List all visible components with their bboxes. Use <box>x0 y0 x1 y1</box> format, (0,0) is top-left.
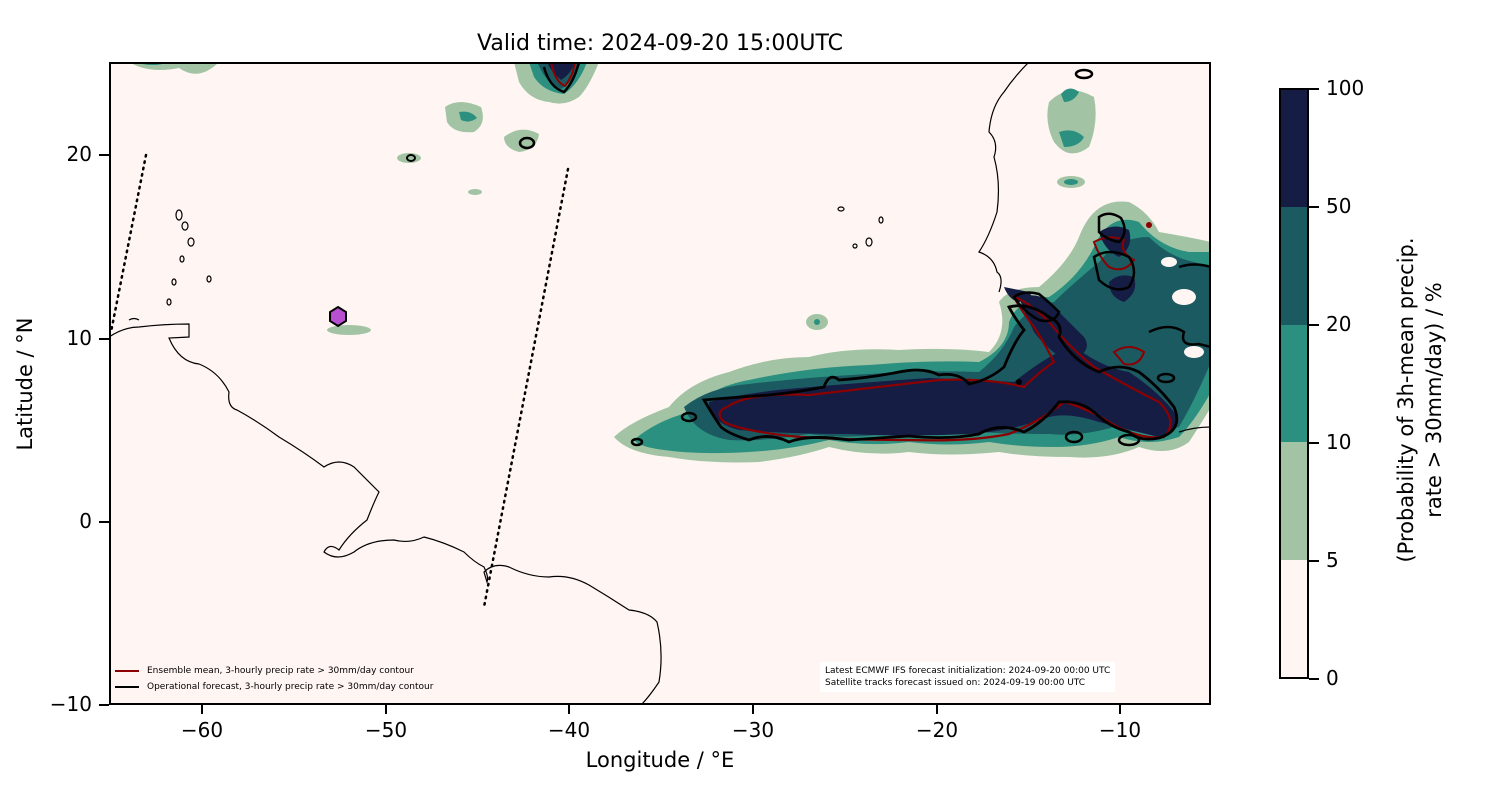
legend: Ensemble mean, 3-hourly precip rate > 30… <box>115 663 433 695</box>
colorbar-segment-10-20 <box>1281 324 1307 443</box>
ytick-mark <box>99 338 109 340</box>
y-axis-label: Latitude / °N <box>13 317 37 451</box>
ytick-label: 20 <box>66 142 92 166</box>
colorbar-label-line2: rate > 30mm/day) / % <box>1422 282 1446 518</box>
xtick-mark <box>568 705 570 714</box>
colorbar-label-line1: (Probability of 3h-mean precip. <box>1394 237 1418 563</box>
colorbar-tick <box>1309 206 1319 208</box>
chart-title: Valid time: 2024-09-20 15:00UTC <box>477 31 843 56</box>
colorbar-tick-label: 10 <box>1326 430 1352 454</box>
ytick-label: 0 <box>79 509 92 533</box>
plot-frame <box>109 62 1211 705</box>
xtick-label: −40 <box>547 718 591 742</box>
xtick-label: −30 <box>731 718 775 742</box>
legend-swatch-red-line <box>115 670 139 672</box>
colorbar-tick <box>1309 442 1319 444</box>
legend-item-operational: Operational forecast, 3-hourly precip ra… <box>115 679 433 695</box>
xtick-mark <box>1119 705 1121 714</box>
xtick-mark <box>752 705 754 714</box>
colorbar-tick-label: 20 <box>1326 312 1352 336</box>
colorbar-label: (Probability of 3h-mean precip. rate > 3… <box>1392 210 1448 590</box>
xtick-mark <box>936 705 938 714</box>
colorbar-tick <box>1309 88 1319 90</box>
forecast-info-box: Latest ECMWF IFS forecast initialization… <box>820 662 1116 692</box>
colorbar-tick <box>1309 324 1319 326</box>
ytick-mark <box>99 154 109 156</box>
colorbar-tick <box>1309 678 1319 680</box>
colorbar-tick-label: 100 <box>1326 76 1365 100</box>
legend-label: Operational forecast, 3-hourly precip ra… <box>147 682 434 692</box>
xtick-label: −50 <box>364 718 408 742</box>
hexagon-marker-icon <box>329 305 347 328</box>
ytick-mark <box>99 704 109 706</box>
ytick-label: −10 <box>49 692 92 716</box>
colorbar-tick-label: 50 <box>1326 194 1352 218</box>
coastlines <box>109 62 1211 705</box>
ytick-mark <box>99 521 109 523</box>
colorbar-tick-label: 0 <box>1326 666 1339 690</box>
xtick-mark <box>385 705 387 714</box>
colorbar-segment-50-100 <box>1281 90 1307 208</box>
colorbar-tick <box>1309 560 1319 562</box>
precip-probability-field <box>129 62 1211 463</box>
colorbar <box>1279 88 1309 679</box>
xtick-mark <box>201 705 203 714</box>
colorbar-segment-5-10 <box>1281 442 1307 560</box>
colorbar-segment-0-5 <box>1281 559 1307 678</box>
satellite-tracks <box>109 153 570 609</box>
forecast-init-text: Latest ECMWF IFS forecast initialization… <box>825 666 1111 676</box>
x-axis-label: Longitude / °E <box>585 748 735 772</box>
legend-label: Ensemble mean, 3-hourly precip rate > 30… <box>147 666 414 676</box>
ytick-label: 10 <box>66 326 92 350</box>
xtick-label: −60 <box>180 718 224 742</box>
legend-swatch-black-line <box>115 686 139 688</box>
xtick-label: −20 <box>915 718 959 742</box>
colorbar-segment-20-50 <box>1281 207 1307 325</box>
map-plot-area <box>109 62 1211 705</box>
legend-item-ensemble-mean: Ensemble mean, 3-hourly precip rate > 30… <box>115 663 433 679</box>
satellite-issue-text: Satellite tracks forecast issued on: 202… <box>825 678 1086 688</box>
colorbar-tick-label: 5 <box>1326 548 1339 572</box>
xtick-label: −10 <box>1098 718 1142 742</box>
